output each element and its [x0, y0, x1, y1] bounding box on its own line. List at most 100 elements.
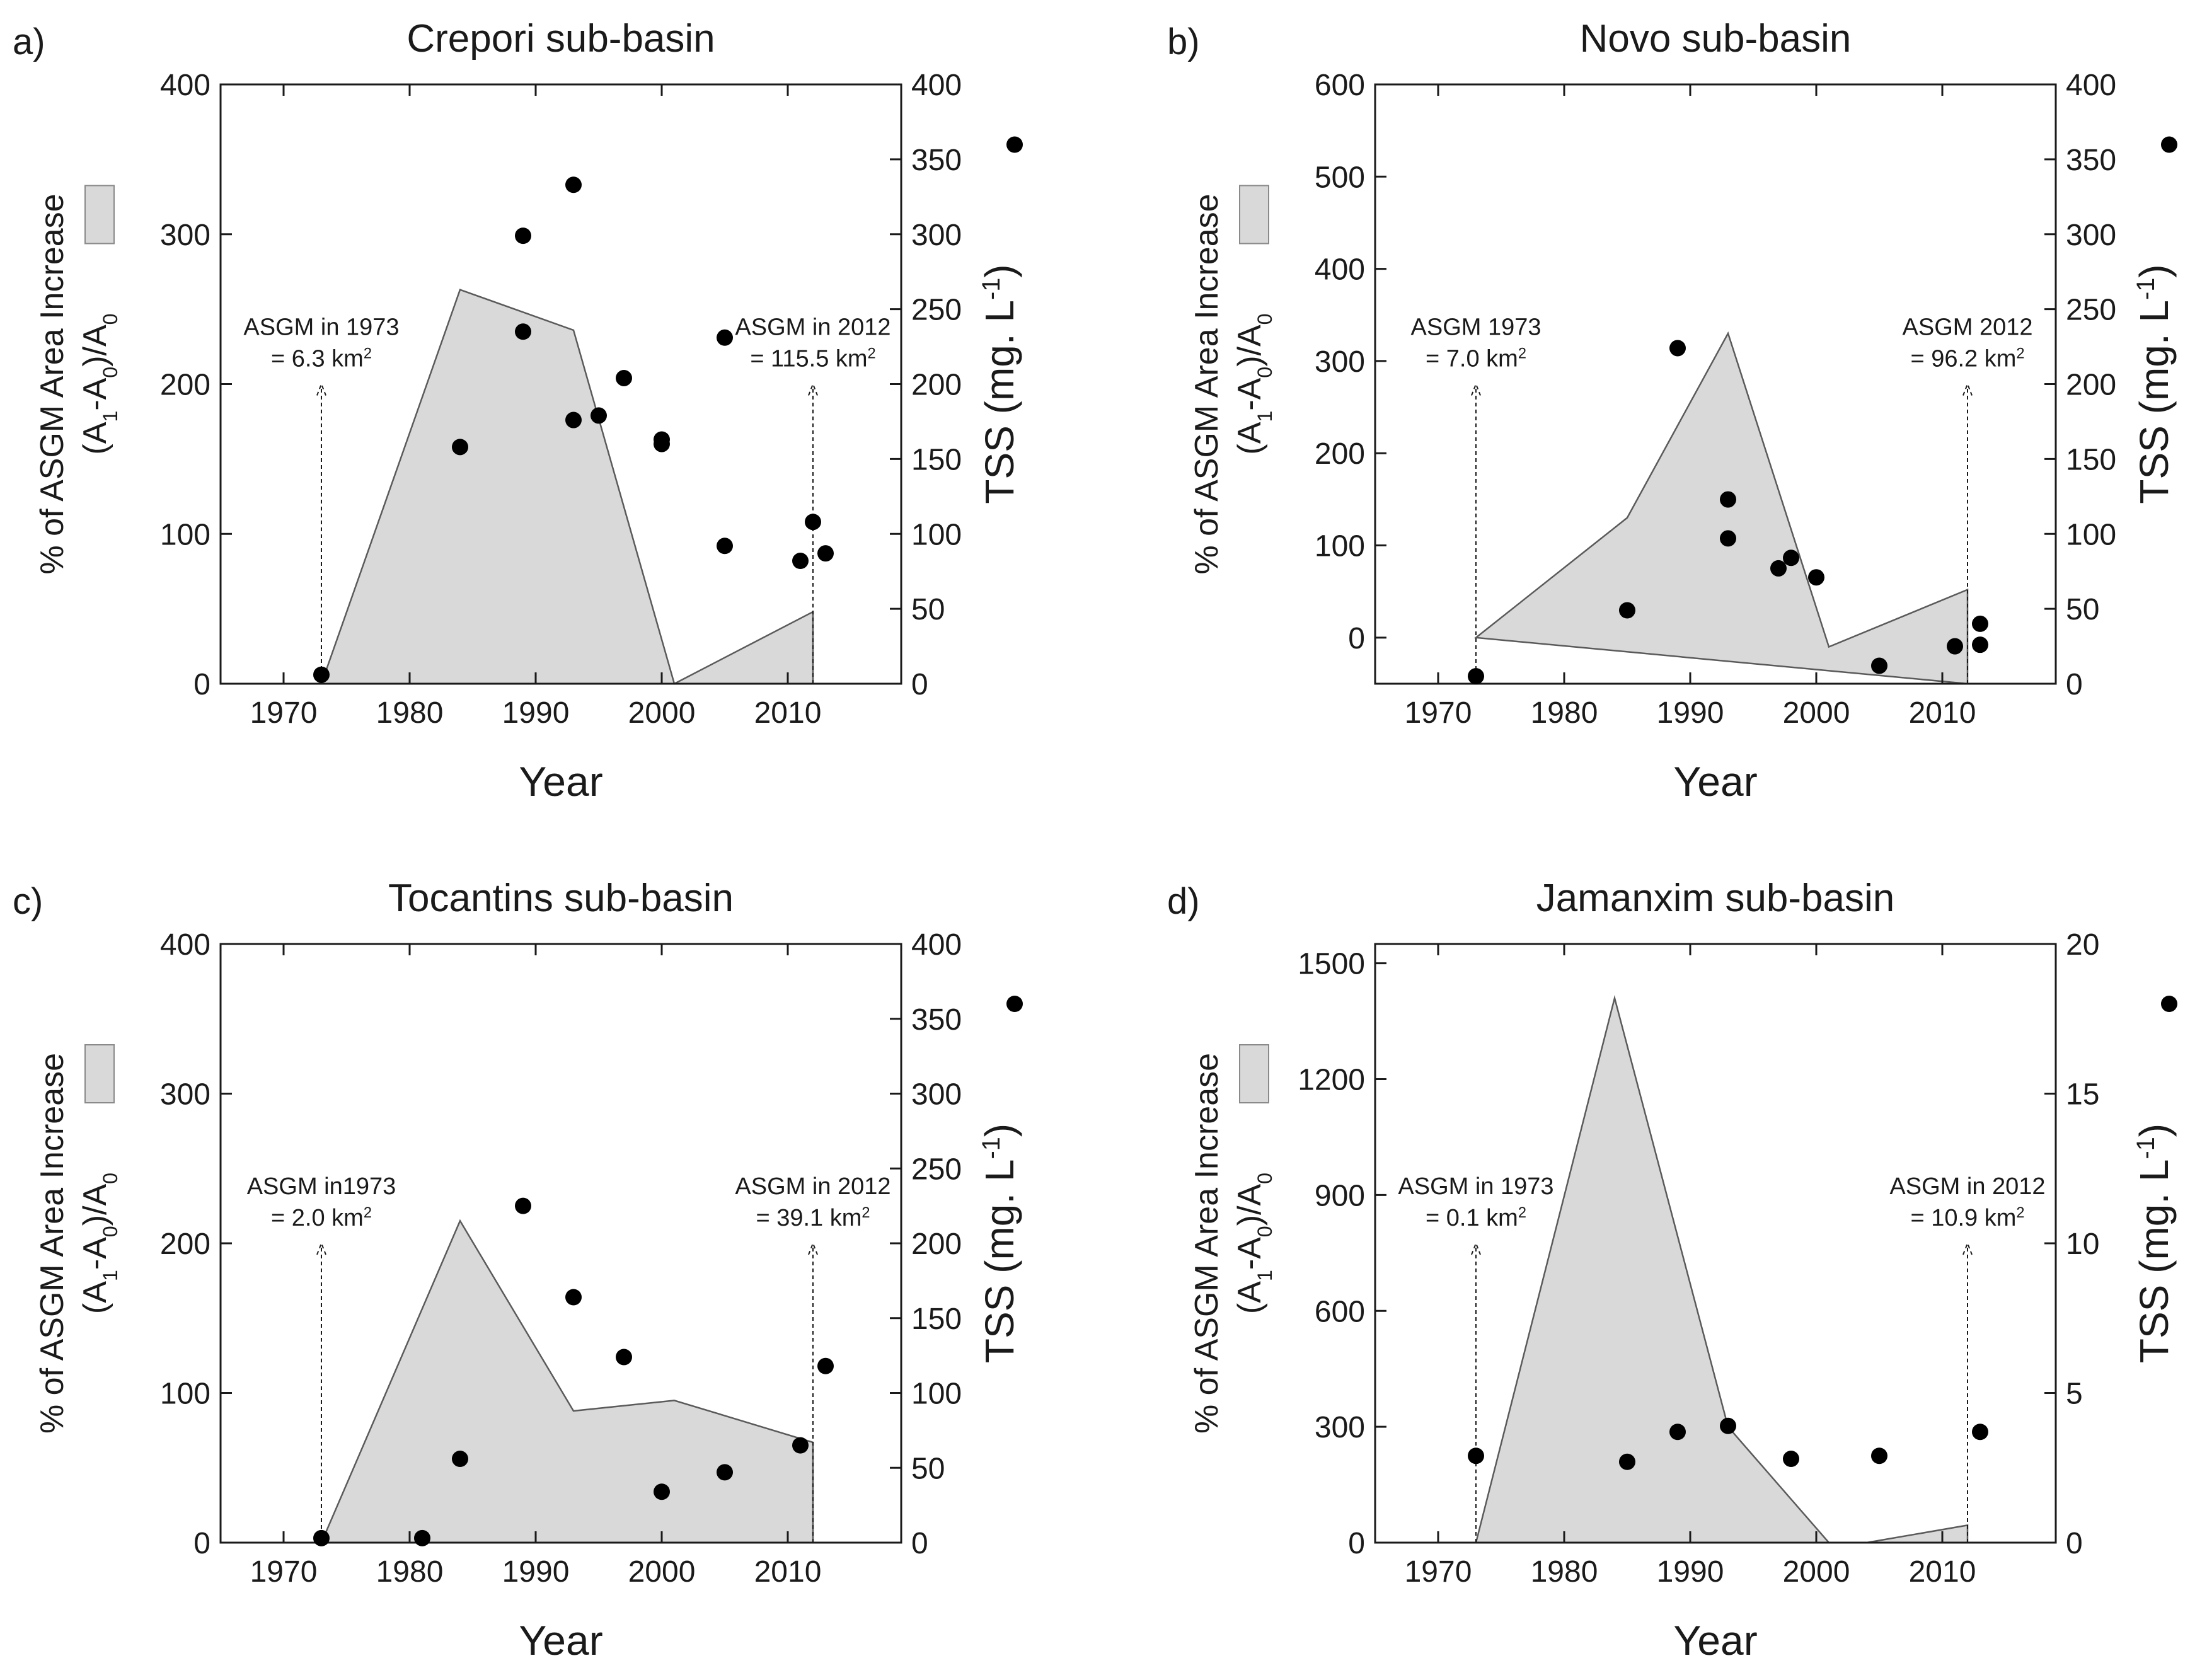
- x-axis-label: Year: [519, 758, 602, 805]
- tss-point: [1669, 340, 1686, 357]
- annotation-title: ASGM in 2012: [1889, 1173, 2045, 1200]
- y2-tick-label: 0: [2066, 668, 2083, 701]
- annotation-value: = 96.2 km2: [1910, 346, 2024, 372]
- tss-point: [1871, 657, 1887, 674]
- x-tick-label: 1980: [1531, 696, 1598, 730]
- area-legend-swatch: [1239, 185, 1269, 245]
- tss-point: [817, 1357, 834, 1374]
- x-tick-label: 2010: [1909, 1555, 1976, 1589]
- area-legend-swatch: [1239, 1044, 1269, 1103]
- tss-point: [1720, 530, 1736, 547]
- x-tick-label: 2000: [628, 696, 696, 730]
- tss-point: [565, 1289, 582, 1306]
- y-tick-label: 400: [160, 928, 210, 962]
- x-tick-label: 1990: [1657, 1555, 1724, 1589]
- y-tick-label: 300: [1315, 1411, 1365, 1444]
- annotation-value: = 10.9 km2: [1910, 1205, 2024, 1231]
- tss-point: [717, 329, 733, 346]
- tss-point: [565, 176, 582, 193]
- tss-point: [1468, 668, 1484, 685]
- y2-axis-label: TSS (mg. L-1): [977, 1124, 1022, 1363]
- x-tick-label: 2010: [754, 696, 822, 730]
- y2-tick-label: 150: [911, 1303, 962, 1336]
- panel-title: Tocantins sub-basin: [388, 877, 734, 920]
- x-tick-label: 1970: [250, 1555, 318, 1589]
- y2-tick-label: 0: [2066, 1527, 2083, 1560]
- y2-tick-label: 5: [2066, 1378, 2083, 1411]
- y2-tick-label: 100: [911, 518, 962, 551]
- y-axis-label-formula: (A1-A0)/A0: [1231, 313, 1276, 454]
- tss-point: [1808, 569, 1824, 586]
- x-axis-label: Year: [1673, 1617, 1757, 1664]
- x-tick-label: 2000: [1783, 1555, 1850, 1589]
- annotation-title: ASGM in 1973: [1398, 1173, 1553, 1200]
- x-tick-label: 1970: [1405, 696, 1472, 730]
- tss-point: [515, 1197, 531, 1214]
- y2-tick-label: 10: [2066, 1228, 2099, 1261]
- annotation-value: = 0.1 km2: [1426, 1205, 1526, 1231]
- annotation-value: = 115.5 km2: [750, 346, 875, 372]
- tss-point: [1972, 636, 1988, 653]
- y-tick-label: 600: [1315, 1295, 1365, 1328]
- y2-tick-label: 350: [2066, 144, 2116, 177]
- tss-point: [792, 553, 809, 570]
- y2-tick-label: 350: [911, 144, 962, 177]
- tss-point: [452, 439, 468, 456]
- y2-tick-label: 250: [911, 294, 962, 327]
- y-tick-label: 400: [160, 69, 210, 102]
- y2-tick-label: 300: [2066, 219, 2116, 252]
- tss-point: [1783, 1451, 1799, 1467]
- tss-point: [717, 538, 733, 555]
- annotation-value: = 2.0 km2: [271, 1205, 372, 1231]
- tss-point: [452, 1451, 468, 1467]
- y-tick-label: 100: [160, 518, 210, 551]
- y-tick-label: 200: [1315, 437, 1365, 471]
- x-tick-label: 1990: [502, 1555, 570, 1589]
- tss-point: [313, 1529, 330, 1546]
- y-tick-label: 200: [160, 1228, 210, 1261]
- y2-axis-label: TSS (mg. L-1): [2131, 1124, 2177, 1363]
- tss-point: [805, 514, 821, 531]
- y-tick-label: 300: [160, 1078, 210, 1112]
- tss-point: [717, 1464, 733, 1481]
- y-axis-label: % of ASGM Area Increase: [34, 193, 71, 574]
- asgm-area: [320, 289, 814, 685]
- annotation-value: = 39.1 km2: [756, 1205, 870, 1231]
- y-axis-label: % of ASGM Area Increase: [1189, 1053, 1225, 1434]
- x-tick-label: 2010: [754, 1555, 822, 1589]
- y-tick-label: 400: [1315, 253, 1365, 287]
- annotation-title: ASGM in 1973: [243, 314, 399, 341]
- x-axis-label: Year: [1673, 758, 1757, 805]
- y-tick-label: 300: [160, 219, 210, 252]
- x-tick-label: 1970: [250, 696, 318, 730]
- y-tick-label: 500: [1315, 161, 1365, 194]
- tss-legend-marker: [1006, 136, 1023, 153]
- tss-point: [1770, 560, 1787, 577]
- tss-point: [1972, 1424, 1988, 1441]
- tss-point: [1871, 1447, 1887, 1464]
- area-legend-swatch: [84, 1044, 115, 1103]
- y-axis-label-formula: (A1-A0)/A0: [1231, 1173, 1276, 1314]
- y2-tick-label: 15: [2066, 1078, 2099, 1112]
- y2-tick-label: 400: [911, 928, 962, 962]
- tss-point: [1720, 491, 1736, 508]
- tss-point: [565, 411, 582, 429]
- tss-point: [817, 545, 834, 562]
- y2-tick-label: 150: [2066, 443, 2116, 476]
- tss-point: [1669, 1424, 1686, 1441]
- panel-label: a): [13, 21, 45, 62]
- y2-tick-label: 400: [911, 69, 962, 102]
- tss-point: [414, 1529, 430, 1546]
- tss-legend-marker: [1006, 996, 1023, 1012]
- asgm-area: [320, 1219, 814, 1544]
- y2-tick-label: 0: [911, 668, 928, 701]
- tss-point: [1947, 638, 1963, 655]
- area-legend-swatch: [84, 185, 115, 245]
- y-tick-label: 600: [1315, 69, 1365, 102]
- annotation-value: = 6.3 km2: [271, 346, 372, 372]
- y-tick-label: 1500: [1298, 948, 1365, 981]
